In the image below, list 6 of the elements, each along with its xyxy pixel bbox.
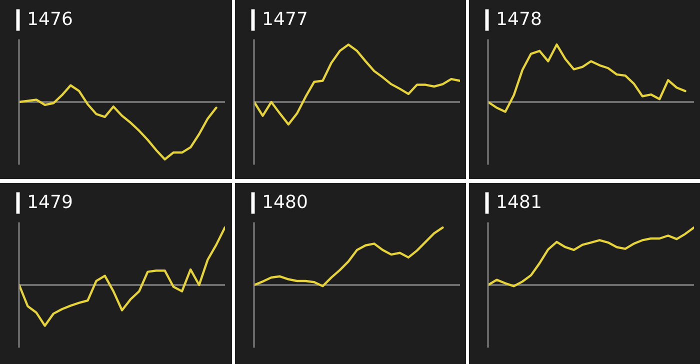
- chart-title: 1479: [28, 194, 72, 208]
- chart-title: 1476: [28, 12, 72, 26]
- chart-title: 1481: [498, 194, 540, 208]
- chart-title: 1480: [264, 194, 307, 208]
- chart-title: 1478: [498, 12, 541, 26]
- chart-title: 1477: [264, 12, 306, 25]
